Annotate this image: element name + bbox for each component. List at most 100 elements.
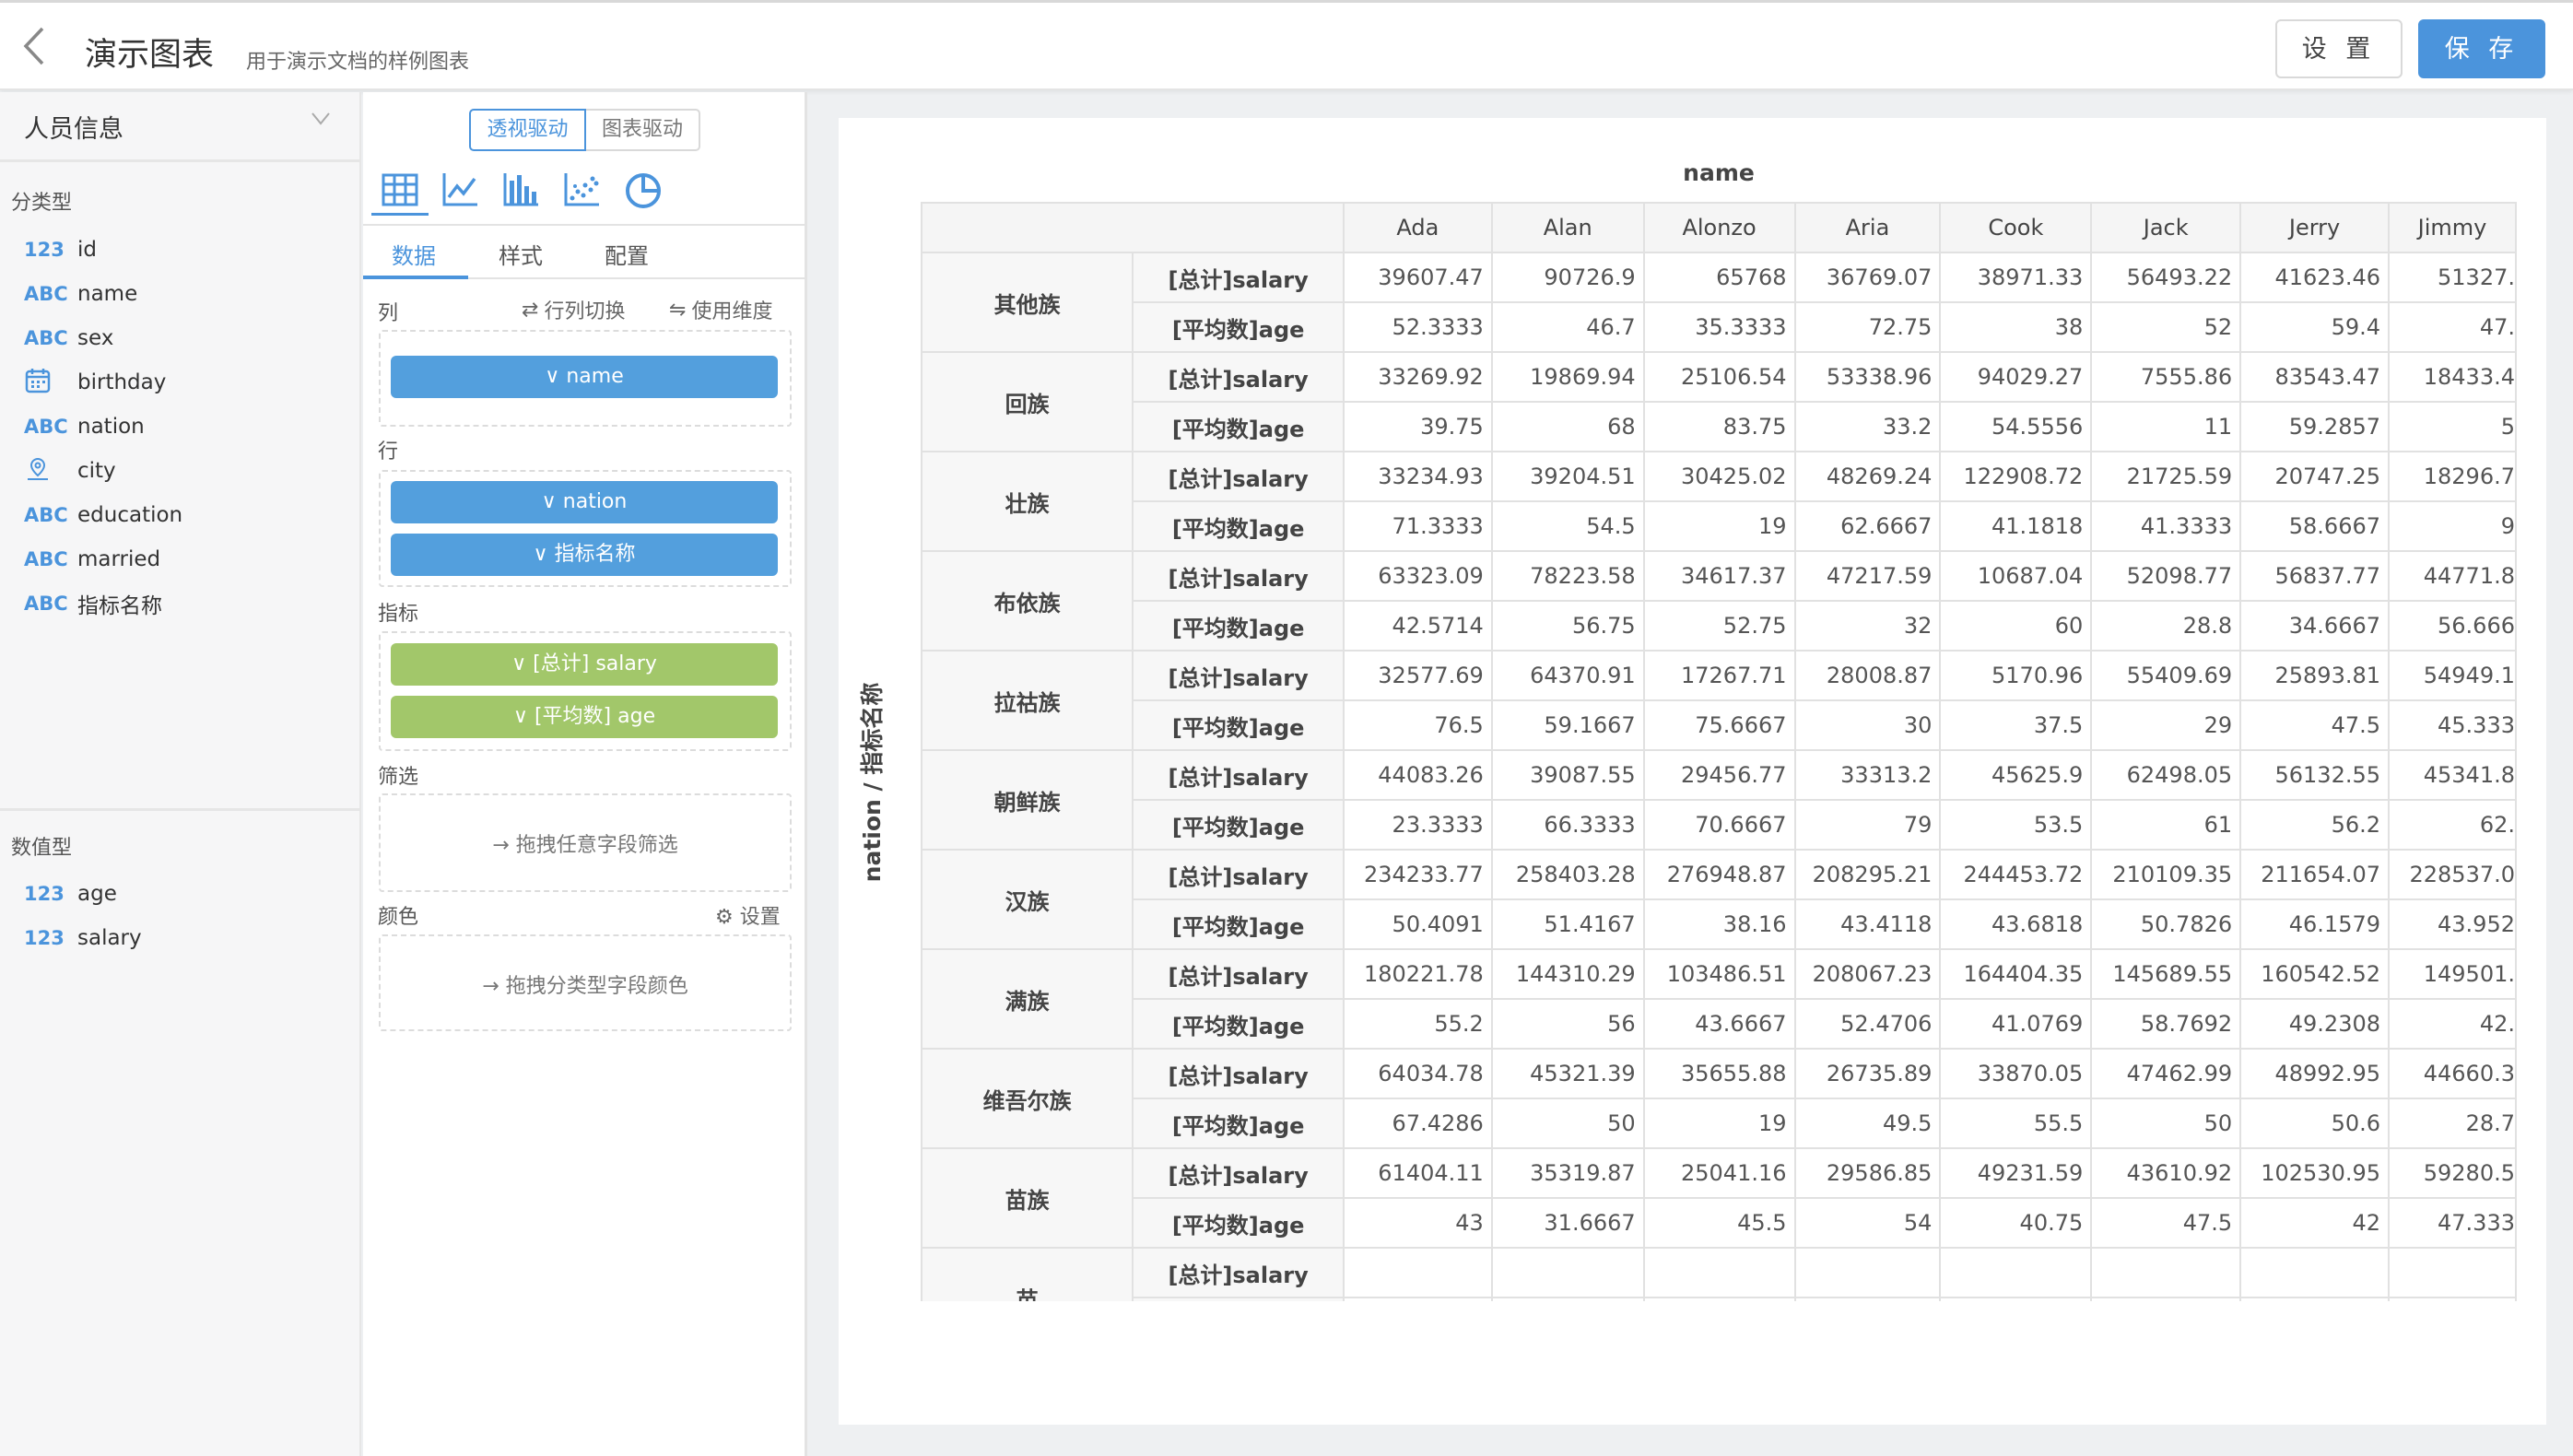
metric-name-cell: [平均数]age bbox=[1132, 1098, 1345, 1149]
field-item-id[interactable]: 123 id bbox=[24, 231, 97, 268]
table-row: 壮族 [总计]salary 33234.93 39204.51 30425.02 4826… bbox=[921, 451, 2517, 552]
metrics-dropzone[interactable] bbox=[379, 631, 792, 751]
color-dropzone[interactable]: → 拖拽分类型字段颜色 bbox=[379, 934, 792, 1031]
value-cell bbox=[2388, 1247, 2517, 1298]
value-cell: 43.952 bbox=[2388, 898, 2517, 950]
field-item-name[interactable]: ABC name bbox=[24, 276, 137, 312]
row-pill-metric-name[interactable]: ∨ 指标名称 bbox=[391, 534, 778, 576]
value-cell: 62. bbox=[2388, 799, 2517, 851]
settings-button[interactable]: 设 置 bbox=[2275, 19, 2403, 78]
metric-pill-age[interactable]: ∨ [平均数] age bbox=[391, 696, 778, 738]
table-row: 苗族 [总计]salary 61404.11 35319.87 25041.16 2958… bbox=[921, 1147, 2517, 1249]
value-cell: 234233.77 bbox=[1342, 849, 1493, 900]
pill-label: [总计] salary bbox=[533, 652, 657, 675]
row-pill-nation[interactable]: ∨ nation bbox=[391, 481, 778, 523]
dataset-selector[interactable]: 人员信息 bbox=[24, 115, 123, 144]
field-item-married[interactable]: ABC married bbox=[24, 541, 160, 578]
value-cell: 19 bbox=[1642, 1098, 1796, 1149]
value-cell: 78223.58 bbox=[1490, 550, 1645, 602]
text-type-icon: ABC bbox=[24, 593, 68, 615]
pie-chart-icon[interactable] bbox=[623, 170, 664, 210]
value-cell: 33234.93 bbox=[1342, 451, 1493, 502]
config-panel bbox=[363, 92, 807, 1456]
column-header[interactable]: Jerry bbox=[2239, 202, 2391, 253]
field-name: birthday bbox=[77, 370, 167, 394]
save-button[interactable]: 保 存 bbox=[2418, 19, 2545, 78]
field-name: name bbox=[77, 282, 138, 306]
value-cell: 228537.0 bbox=[2388, 849, 2517, 900]
filter-dropzone[interactable]: → 拖拽任意字段筛选 bbox=[379, 793, 792, 892]
rows-dropzone[interactable] bbox=[379, 470, 792, 587]
table-row bbox=[922, 1297, 2517, 1301]
chart-mode-toggle[interactable]: 图表驱动 bbox=[584, 109, 700, 151]
value-cell: 64034.78 bbox=[1342, 1048, 1493, 1099]
metric-name-cell: [总计]salary bbox=[1132, 650, 1345, 701]
bar-chart-icon[interactable] bbox=[501, 170, 542, 210]
metric-pill-salary[interactable]: ∨ [总计] salary bbox=[391, 643, 778, 686]
gear-icon: ⚙ bbox=[715, 906, 740, 929]
table-row: [平均数]age 23.3333 66.3333 70.6667 79 53.5 61 56.… bbox=[922, 799, 2517, 851]
value-cell: 29 bbox=[2090, 699, 2242, 751]
value-cell bbox=[1342, 1247, 1493, 1298]
pivot-mode-toggle[interactable]: 透视驱动 bbox=[469, 109, 586, 151]
value-cell: 56493.22 bbox=[2090, 252, 2242, 303]
tab-data[interactable]: 数据 bbox=[392, 243, 436, 269]
column-header[interactable]: Alonzo bbox=[1642, 202, 1796, 253]
value-cell: 59.1667 bbox=[1490, 699, 1645, 751]
value-cell: 35319.87 bbox=[1490, 1147, 1645, 1199]
categorical-group-title: 分类型 bbox=[11, 192, 73, 215]
swap-rows-columns-button[interactable]: ⇄ 行列切换 bbox=[522, 295, 625, 324]
tab-style[interactable]: 样式 bbox=[499, 243, 543, 269]
value-cell: 10687.04 bbox=[1939, 550, 2093, 602]
table-row: [平均数]age 43 31.6667 45.5 54 40.75 47.5 42 47.333 bbox=[922, 1197, 2517, 1249]
value-cell: 30 bbox=[1793, 699, 1942, 751]
value-cell: 72.75 bbox=[1793, 301, 1942, 353]
color-settings-button[interactable]: ⚙ 设置 bbox=[715, 900, 781, 930]
column-header[interactable]: Cook bbox=[1939, 202, 2093, 253]
back-chevron-icon[interactable] bbox=[20, 25, 57, 71]
value-cell: 28.7 bbox=[2388, 1098, 2517, 1149]
field-item-sex[interactable]: ABC sex bbox=[24, 320, 113, 357]
value-cell: 9 bbox=[2388, 500, 2517, 552]
chevron-down-icon[interactable] bbox=[310, 107, 332, 135]
field-item-birthday[interactable]: birthday bbox=[24, 364, 166, 401]
field-item-city[interactable]: city bbox=[24, 452, 116, 489]
value-cell: 258403.28 bbox=[1490, 849, 1645, 900]
row-group-nation: 拉祜族 bbox=[921, 650, 1134, 751]
value-cell: 29456.77 bbox=[1642, 749, 1796, 801]
rows-label: 行 bbox=[378, 440, 399, 464]
use-dimension-button[interactable]: ⇋ 使用维度 bbox=[669, 295, 772, 324]
column-header[interactable]: Ada bbox=[1342, 202, 1493, 253]
value-cell: 26735.89 bbox=[1793, 1048, 1942, 1099]
tab-config[interactable]: 配置 bbox=[605, 243, 649, 269]
column-header[interactable]: Jack bbox=[2090, 202, 2242, 253]
value-cell: 208067.23 bbox=[1793, 948, 1942, 1000]
field-item-salary[interactable]: 123 salary bbox=[24, 920, 142, 957]
field-item-指标名称[interactable]: ABC 指标名称 bbox=[24, 585, 162, 622]
value-cell: 38.16 bbox=[1642, 898, 1796, 950]
metric-name-cell: [平均数]age bbox=[1132, 699, 1345, 751]
columns-dropzone[interactable] bbox=[379, 330, 792, 427]
table-icon[interactable] bbox=[380, 170, 420, 210]
line-chart-icon[interactable] bbox=[441, 170, 481, 210]
column-header[interactable]: Jimmy bbox=[2388, 202, 2517, 253]
value-cell: 39087.55 bbox=[1490, 749, 1645, 801]
table-row: 汉族 [总计]salary 234233.77 258403.28 276948.87 2… bbox=[921, 849, 2517, 950]
value-cell bbox=[2090, 1297, 2242, 1301]
value-cell: 59280.5 bbox=[2388, 1147, 2517, 1199]
field-item-education[interactable]: ABC education bbox=[24, 497, 182, 534]
pivot-table-viewport[interactable]: Ada Alan Alonzo Aria Cook Jack Jerry Jimmy 其他族[… bbox=[921, 202, 2517, 1301]
column-header[interactable]: Alan bbox=[1490, 202, 1645, 253]
value-cell: 33313.2 bbox=[1793, 749, 1942, 801]
value-cell: 33.2 bbox=[1793, 401, 1942, 452]
value-cell: 23.3333 bbox=[1342, 799, 1493, 851]
field-item-age[interactable]: 123 age bbox=[24, 875, 117, 912]
field-item-nation[interactable]: ABC nation bbox=[24, 408, 145, 445]
column-pill-name[interactable]: ∨ name bbox=[391, 356, 778, 398]
value-cell: 31.6667 bbox=[1490, 1197, 1645, 1249]
value-cell: 29586.85 bbox=[1793, 1147, 1942, 1199]
metric-name-cell: [平均数]age bbox=[1132, 898, 1345, 950]
value-cell bbox=[2239, 1247, 2391, 1298]
scatter-icon[interactable] bbox=[562, 170, 603, 210]
column-header[interactable]: Aria bbox=[1793, 202, 1942, 253]
